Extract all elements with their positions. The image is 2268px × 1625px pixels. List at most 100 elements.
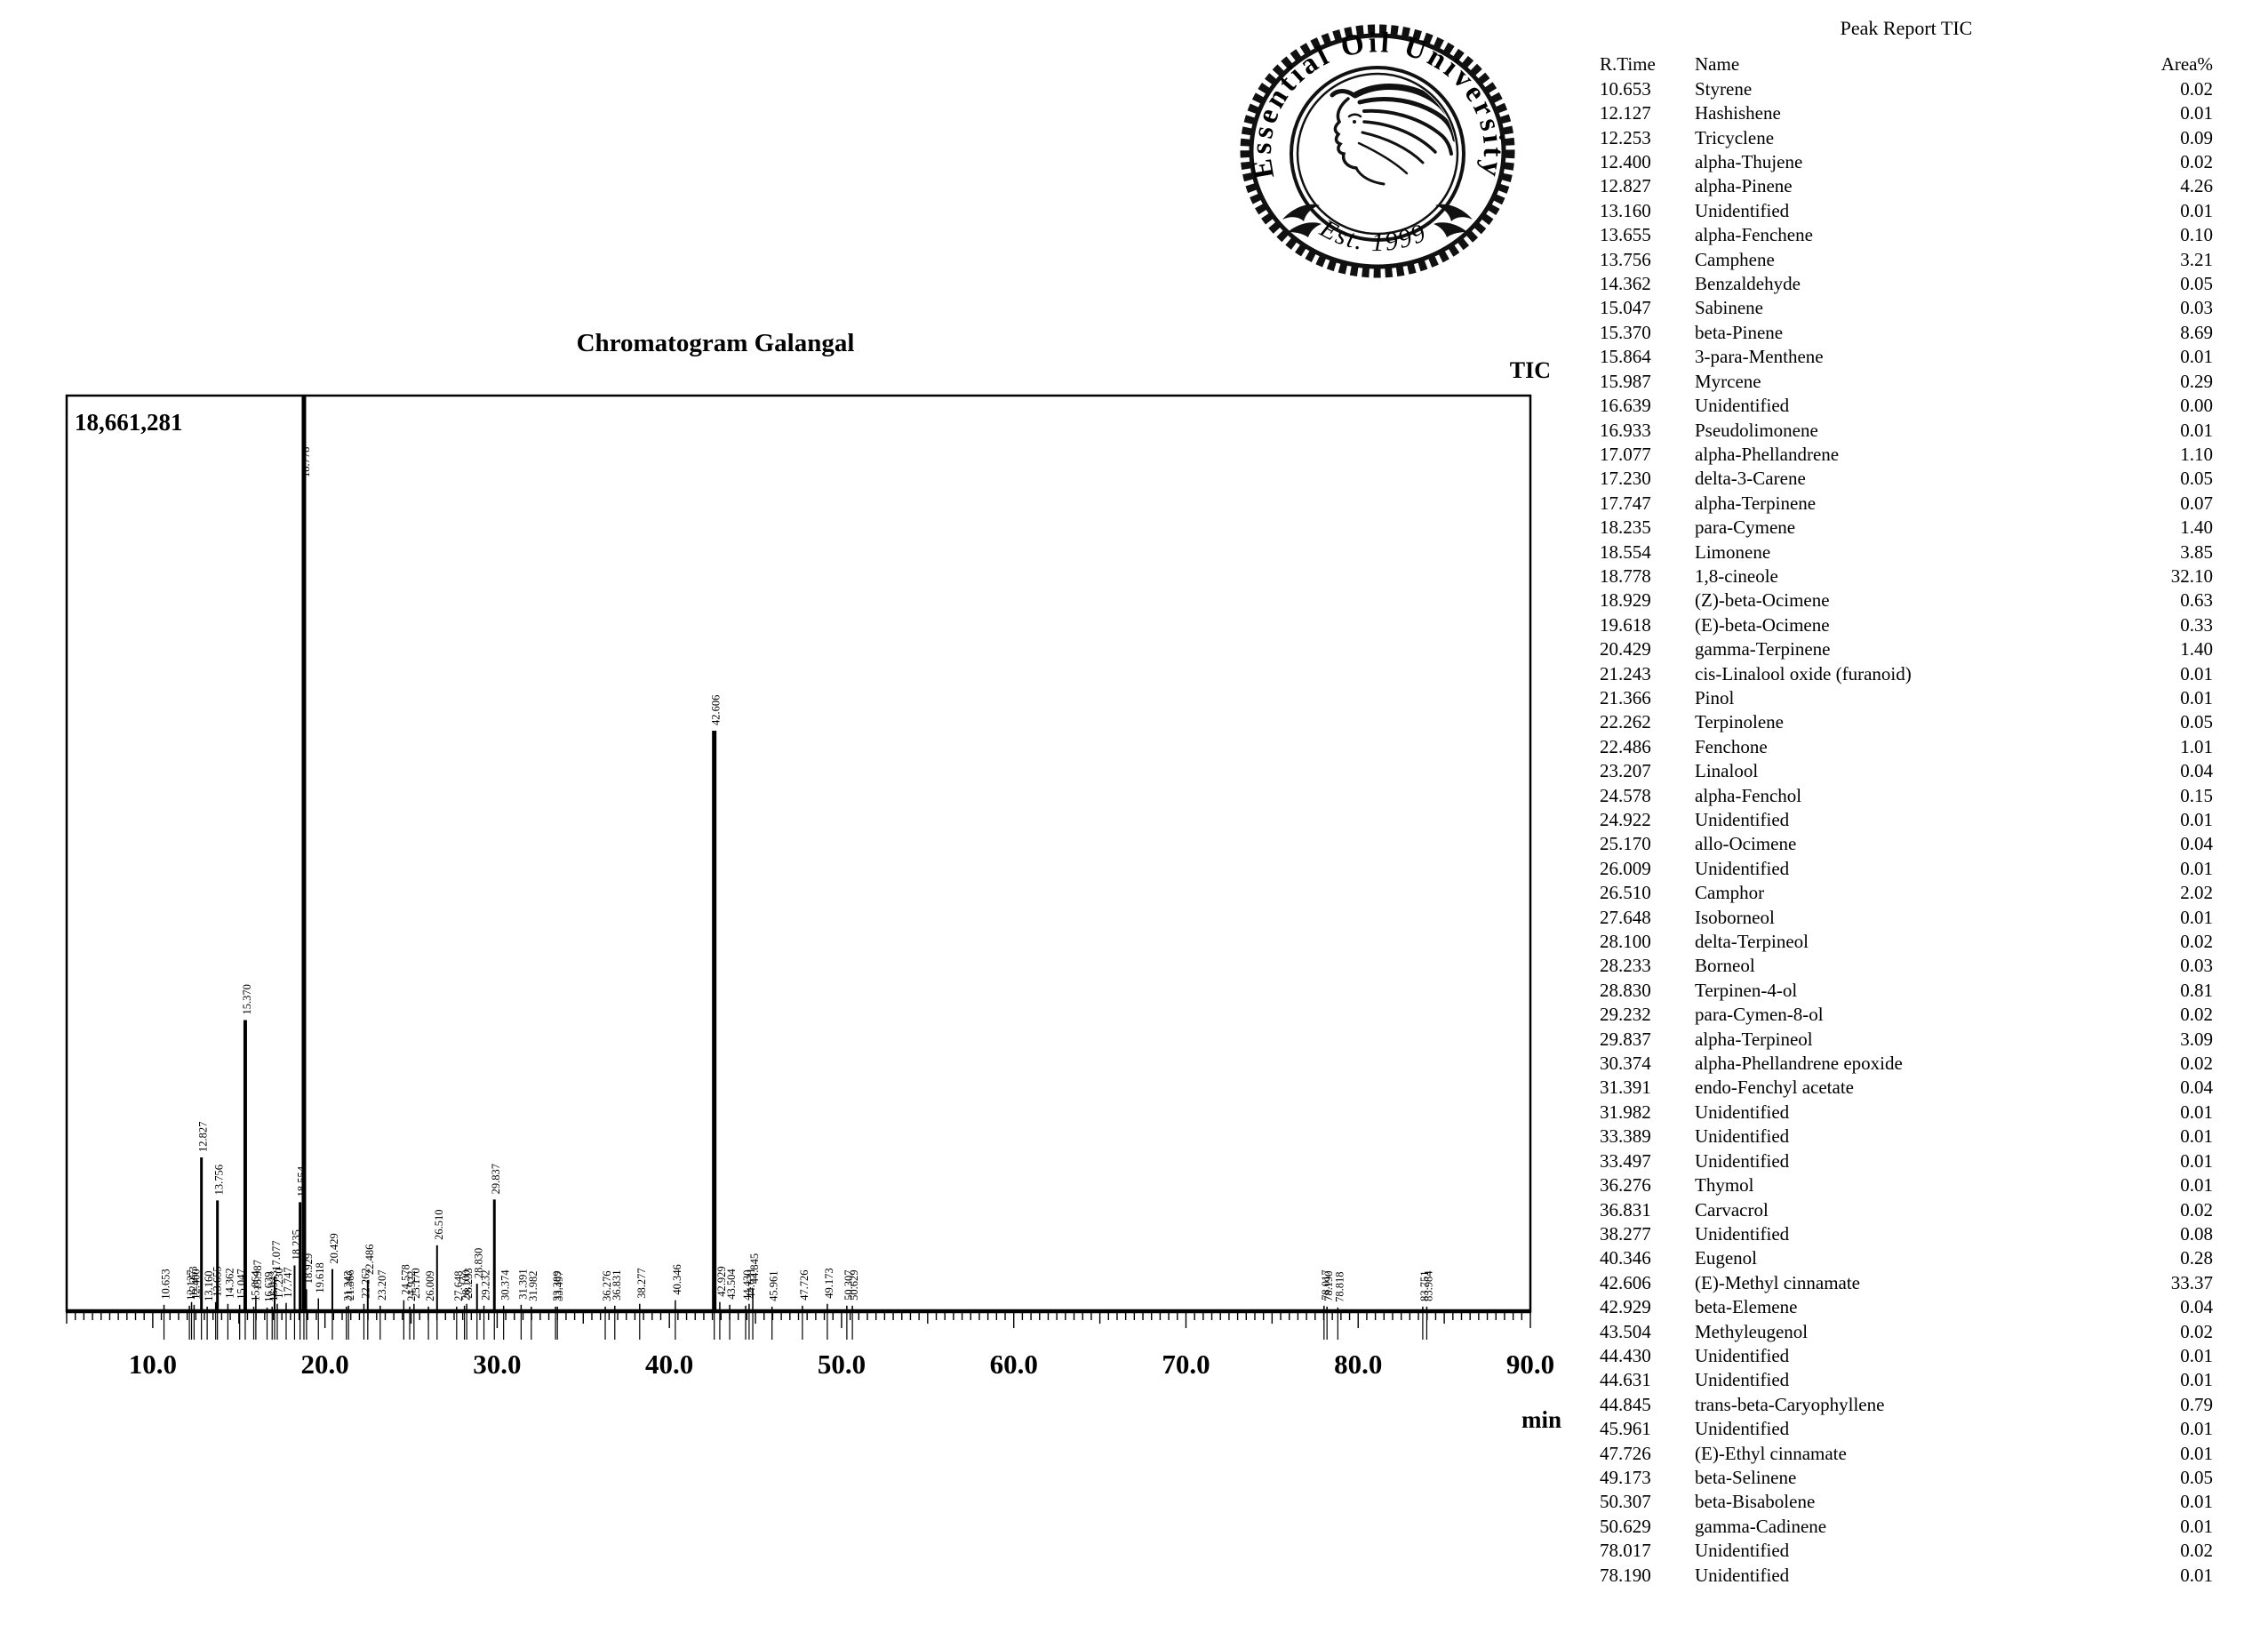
report-cell-name: Linalool [1695, 760, 1759, 782]
report-cell-rtime: 33.497 [1600, 1149, 1651, 1172]
peak-rt-label: 27.648 [452, 1270, 465, 1301]
peak-rt-label: 17.747 [282, 1267, 294, 1297]
report-cell-name: Unidentified [1695, 395, 1790, 417]
report-row: 27.648 Isoborneol 0.01 [1600, 906, 2213, 930]
peak-rt-label: 78.818 [1333, 1272, 1346, 1302]
report-row: 22.262 Terpinolene 0.05 [1600, 710, 2213, 734]
peak-rt-label: 12.827 [197, 1122, 210, 1152]
peak-rt-label: 15.370 [241, 984, 253, 1014]
essential-oil-university-logo: Essential Oil University Est. 1999 [1240, 24, 1515, 278]
report-cell-rtime: 26.510 [1600, 882, 1651, 904]
report-cell-area: 0.07 [2180, 492, 2213, 514]
peak-rt-label: 42.929 [715, 1266, 728, 1296]
report-cell-area: 0.01 [2180, 1344, 2213, 1366]
report-cell-area: 0.29 [2180, 370, 2213, 392]
report-cell-rtime: 31.391 [1600, 1077, 1651, 1099]
report-cell-rtime: 23.207 [1600, 760, 1651, 782]
peak-rt-label: 15.864 [250, 1270, 262, 1301]
report-cell-rtime: 28.100 [1600, 931, 1651, 953]
report-cell-rtime: 16.639 [1600, 395, 1651, 417]
report-row: 28.100 delta-Terpineol 0.02 [1600, 930, 2213, 954]
report-row: 10.653 Styrene 0.02 [1600, 77, 2213, 101]
report-cell-area: 0.02 [2180, 77, 2213, 100]
peak-rt-label: 24.922 [405, 1270, 418, 1301]
report-col-area: Area% [2160, 53, 2213, 76]
report-cell-area: 0.04 [2180, 1296, 2213, 1318]
peak-rt-label: 78.190 [1322, 1270, 1335, 1301]
report-cell-rtime: 15.864 [1600, 346, 1651, 368]
report-cell-rtime: 28.830 [1600, 979, 1651, 1001]
report-cell-name: Carvacrol [1695, 1198, 1769, 1221]
report-cell-name: cis-Linalool oxide (furanoid) [1695, 662, 1912, 684]
report-cell-rtime: 10.653 [1600, 77, 1651, 100]
report-cell-rtime: 16.933 [1600, 419, 1651, 441]
report-cell-rtime: 15.987 [1600, 370, 1651, 392]
report-cell-area: 0.02 [2180, 151, 2213, 173]
report-cell-area: 0.81 [2180, 979, 2213, 1001]
report-cell-area: 0.04 [2180, 1077, 2213, 1099]
report-header-row: R.Time Name Area% [1600, 52, 2213, 76]
chromatogram-plot: 10.0 20.0 30.0 40.0 50.0 60.0 70.0 80.0 90.0 min 1… [65, 394, 1561, 1433]
report-cell-rtime: 15.370 [1600, 321, 1651, 343]
peak-rt-label: 31.391 [516, 1269, 529, 1299]
report-cell-rtime: 13.160 [1600, 199, 1651, 221]
report-row: 38.277 Unidentified 0.08 [1600, 1222, 2213, 1246]
report-row: 18.929 (Z)-beta-Ocimene 0.63 [1600, 588, 2213, 612]
report-cell-area: 0.01 [2180, 102, 2213, 124]
report-cell-area: 3.09 [2180, 1028, 2213, 1050]
peak-rt-label: 18.929 [302, 1253, 315, 1284]
report-cell-name: (E)-Ethyl cinnamate [1695, 1442, 1847, 1464]
report-cell-rtime: 17.077 [1600, 443, 1651, 465]
report-row: 13.160 Unidentified 0.01 [1600, 199, 2213, 223]
report-cell-name: Terpinolene [1695, 711, 1784, 733]
report-row: 12.400 alpha-Thujene 0.02 [1600, 150, 2213, 174]
report-cell-rtime: 45.961 [1600, 1418, 1651, 1440]
peak-rt-label: 36.276 [601, 1270, 613, 1301]
peak-rt-label: 83.984 [1422, 1270, 1434, 1301]
report-row: 21.366 Pinol 0.01 [1600, 686, 2213, 710]
report-row: 36.831 Carvacrol 0.02 [1600, 1198, 2213, 1222]
report-row: 22.486 Fenchone 1.01 [1600, 735, 2213, 759]
report-cell-rtime: 42.606 [1600, 1271, 1651, 1293]
report-cell-rtime: 78.017 [1600, 1540, 1651, 1562]
peak-rt-label: 44.631 [745, 1268, 757, 1298]
logo-leaf-left [1282, 204, 1322, 237]
peak-rt-label: 17.230 [273, 1268, 285, 1298]
report-cell-area: 0.05 [2180, 711, 2213, 733]
report-cell-name: Pseudolimonene [1695, 419, 1818, 441]
peak-rt-label: 15.987 [252, 1260, 264, 1290]
report-row: 18.778 1,8-cineole 32.10 [1600, 564, 2213, 588]
peak-rt-label: 38.277 [635, 1268, 648, 1298]
report-row: 15.987 Myrcene 0.29 [1600, 370, 2213, 394]
report-cell-name: Hashishene [1695, 102, 1781, 124]
report-rows: 10.653 Styrene 0.02 12.127 Hashishene 0.01 12.… [1600, 77, 2213, 1588]
peak-rt-label: 31.982 [527, 1270, 539, 1301]
report-cell-area: 0.03 [2180, 955, 2213, 977]
peak-rt-label: 20.429 [328, 1233, 340, 1263]
report-cell-rtime: 18.554 [1600, 540, 1651, 563]
report-cell-name: alpha-Phellandrene [1695, 443, 1840, 465]
report-row: 44.631 Unidentified 0.01 [1600, 1368, 2213, 1392]
peak-rt-label: 13.756 [213, 1165, 226, 1195]
report-cell-name: Tricyclene [1695, 126, 1775, 148]
report-cell-rtime: 36.276 [1600, 1174, 1651, 1197]
report-row: 33.497 Unidentified 0.01 [1600, 1149, 2213, 1173]
report-cell-name: 3-para-Menthene [1695, 346, 1824, 368]
report-row: 14.362 Benzaldehyde 0.05 [1600, 272, 2213, 296]
report-cell-rtime: 12.253 [1600, 126, 1651, 148]
peak-rt-label: 22.486 [363, 1245, 376, 1275]
report-cell-area: 0.10 [2180, 224, 2213, 246]
peak-rt-label: 18.778 [299, 447, 312, 477]
report-row: 50.629 gamma-Cadinene 0.01 [1600, 1515, 2213, 1539]
report-row: 12.253 Tricyclene 0.09 [1600, 126, 2213, 150]
report-row: 12.827 alpha-Pinene 4.26 [1600, 174, 2213, 198]
report-cell-rtime: 40.346 [1600, 1247, 1651, 1269]
peak-rt-label: 28.100 [460, 1269, 473, 1300]
report-cell-area: 1.01 [2180, 735, 2213, 757]
report-cell-rtime: 25.170 [1600, 833, 1651, 855]
report-cell-rtime: 17.747 [1600, 492, 1651, 514]
peak-rt-label: 26.510 [433, 1209, 445, 1239]
report-cell-name: Pinol [1695, 686, 1735, 708]
report-cell-rtime: 12.827 [1600, 175, 1651, 197]
